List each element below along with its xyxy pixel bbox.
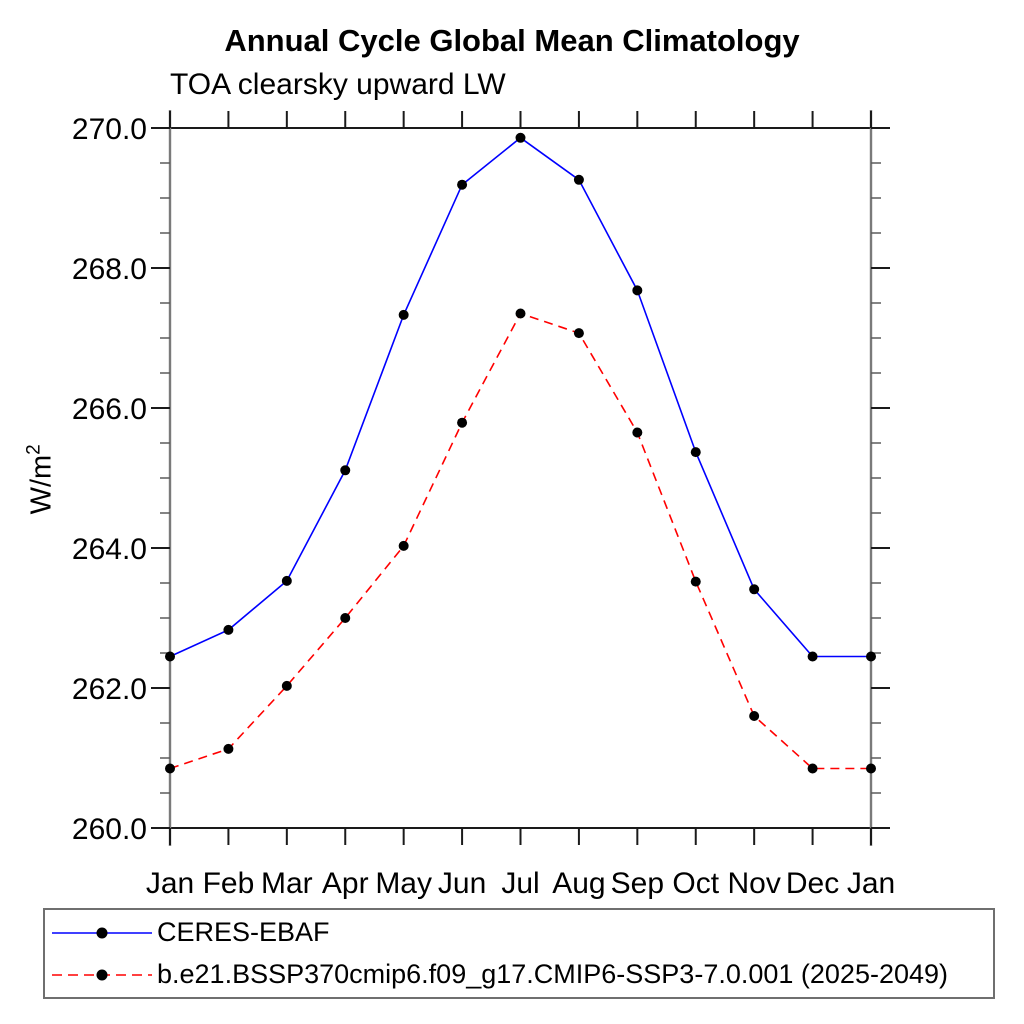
- x-tick-label: Jun: [438, 867, 486, 900]
- legend-label: b.e21.BSSP370cmip6.f09_g17.CMIP6-SSP3-7.…: [157, 959, 949, 989]
- legend-line-sample: [52, 969, 152, 980]
- x-tick-label: Oct: [672, 867, 719, 900]
- series-0-marker-mar: [281, 575, 292, 586]
- series-1-marker-aug: [573, 328, 584, 339]
- series-1-marker-jan: [165, 763, 175, 774]
- series-0-marker-aug: [573, 174, 584, 185]
- series-0-line: [169, 136, 871, 658]
- series-1-marker-dec: [807, 763, 818, 774]
- legend: CERES-EBAF b.e21.BSSP370cmip6.f09_g17.CMI…: [43, 908, 995, 999]
- series-1-marker-nov: [749, 711, 760, 721]
- y-tick-label: 262.0: [72, 673, 147, 706]
- series-0-marker-jul: [515, 132, 526, 143]
- x-tick-label: Aug: [552, 867, 605, 900]
- y-tick-label: 268.0: [72, 253, 147, 286]
- legend-label: CERES-EBAF: [157, 917, 330, 947]
- series-1-marker-feb: [223, 743, 234, 754]
- x-tick-label: May: [375, 867, 432, 900]
- series-1-marker-sep: [632, 427, 643, 438]
- x-tick-label: Nov: [727, 867, 780, 900]
- series-1-marker-oct: [690, 576, 701, 587]
- x-tick-label: Jan: [146, 867, 194, 900]
- chart-title: Annual Cycle Global Mean Climatology: [224, 23, 800, 58]
- series-1-marker-mar: [281, 680, 292, 691]
- series-0-marker-feb: [223, 624, 234, 635]
- x-tick-label: Mar: [261, 867, 313, 900]
- series-1-marker-jul: [515, 308, 526, 319]
- x-tick-label: Apr: [322, 867, 369, 900]
- series-0-marker-apr: [340, 465, 351, 476]
- series-0-marker-dec: [807, 651, 818, 662]
- series-0-marker-oct: [690, 447, 701, 458]
- legend-item: CERES-EBAF: [50, 914, 993, 952]
- x-tick-label: Sep: [611, 867, 664, 900]
- series-1-marker-apr: [340, 613, 351, 623]
- legend-marker-icon: [96, 927, 108, 938]
- legend-line-sample: [52, 927, 152, 938]
- series-1-marker-jan: [866, 763, 876, 774]
- series-0-marker-jan: [866, 651, 876, 662]
- chart-subtitle: TOA clearsky upward LW: [170, 68, 506, 101]
- series-0-marker-jun: [457, 179, 468, 190]
- y-tick-label: 260.0: [72, 813, 147, 846]
- x-tick-label: Jan: [847, 867, 895, 900]
- series-0-marker-may: [398, 309, 409, 320]
- series-1-marker-may: [398, 540, 409, 551]
- x-tick-label: Jul: [501, 867, 539, 900]
- y-tick-label: 264.0: [72, 533, 147, 566]
- x-tick-label: Dec: [786, 867, 839, 900]
- x-tick-label: Feb: [203, 867, 255, 900]
- series-1-line: [169, 312, 871, 770]
- legend-marker-icon: [96, 969, 108, 980]
- legend-item: b.e21.BSSP370cmip6.f09_g17.CMIP6-SSP3-7.…: [50, 956, 993, 994]
- y-tick-label: 270.0: [72, 113, 147, 146]
- series-1-marker-jun: [457, 417, 468, 428]
- series-0-marker-nov: [749, 584, 760, 595]
- series-0-marker-sep: [632, 285, 643, 296]
- series-0-marker-jan: [165, 651, 175, 662]
- y-tick-label: 266.0: [72, 393, 147, 426]
